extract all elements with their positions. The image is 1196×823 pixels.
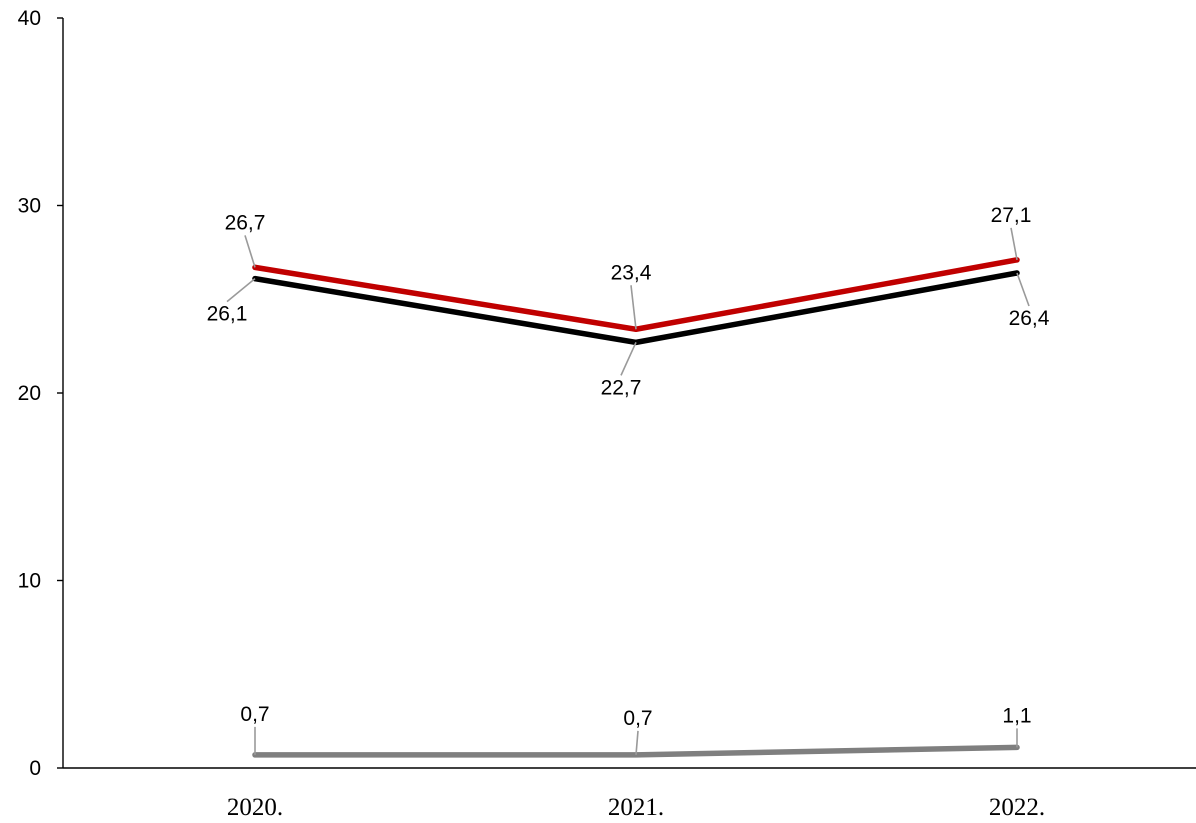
data-label: 27,1 [991, 204, 1032, 227]
y-tick-label: 40 [18, 7, 41, 30]
data-label: 26,4 [1009, 307, 1050, 330]
x-tick-label: 2022. [989, 794, 1045, 821]
series-group [252, 257, 1020, 758]
leader-line [620, 342, 637, 376]
data-label: 0,7 [623, 707, 652, 730]
leader-line [226, 278, 256, 303]
data-label: 26,7 [225, 211, 266, 234]
data-label: 22,7 [601, 376, 642, 399]
x-tick-label: 2020. [227, 794, 283, 821]
data-label: 26,1 [207, 303, 248, 326]
data-label: 0,7 [240, 703, 269, 726]
x-tick-label: 2021. [608, 794, 664, 821]
leader-line [630, 285, 637, 330]
data-label: 23,4 [611, 261, 652, 284]
y-tick-label: 20 [18, 382, 41, 405]
leader-line [244, 235, 256, 268]
y-axis-ticks: 0 10 20 30 40 [18, 7, 63, 780]
leader-line [635, 730, 639, 755]
y-tick-label: 30 [18, 195, 41, 218]
data-label: 1,1 [1002, 704, 1031, 727]
leader-line [1010, 227, 1018, 261]
y-tick-label: 0 [29, 757, 41, 780]
x-axis-ticks: 2020. 2021. 2022. [227, 794, 1045, 821]
data-labels: 26,7 23,4 27,1 26,1 22,7 26,4 0,7 0,7 1,1 [207, 204, 1050, 755]
leader-line [1016, 272, 1030, 307]
y-tick-label: 10 [18, 570, 41, 593]
